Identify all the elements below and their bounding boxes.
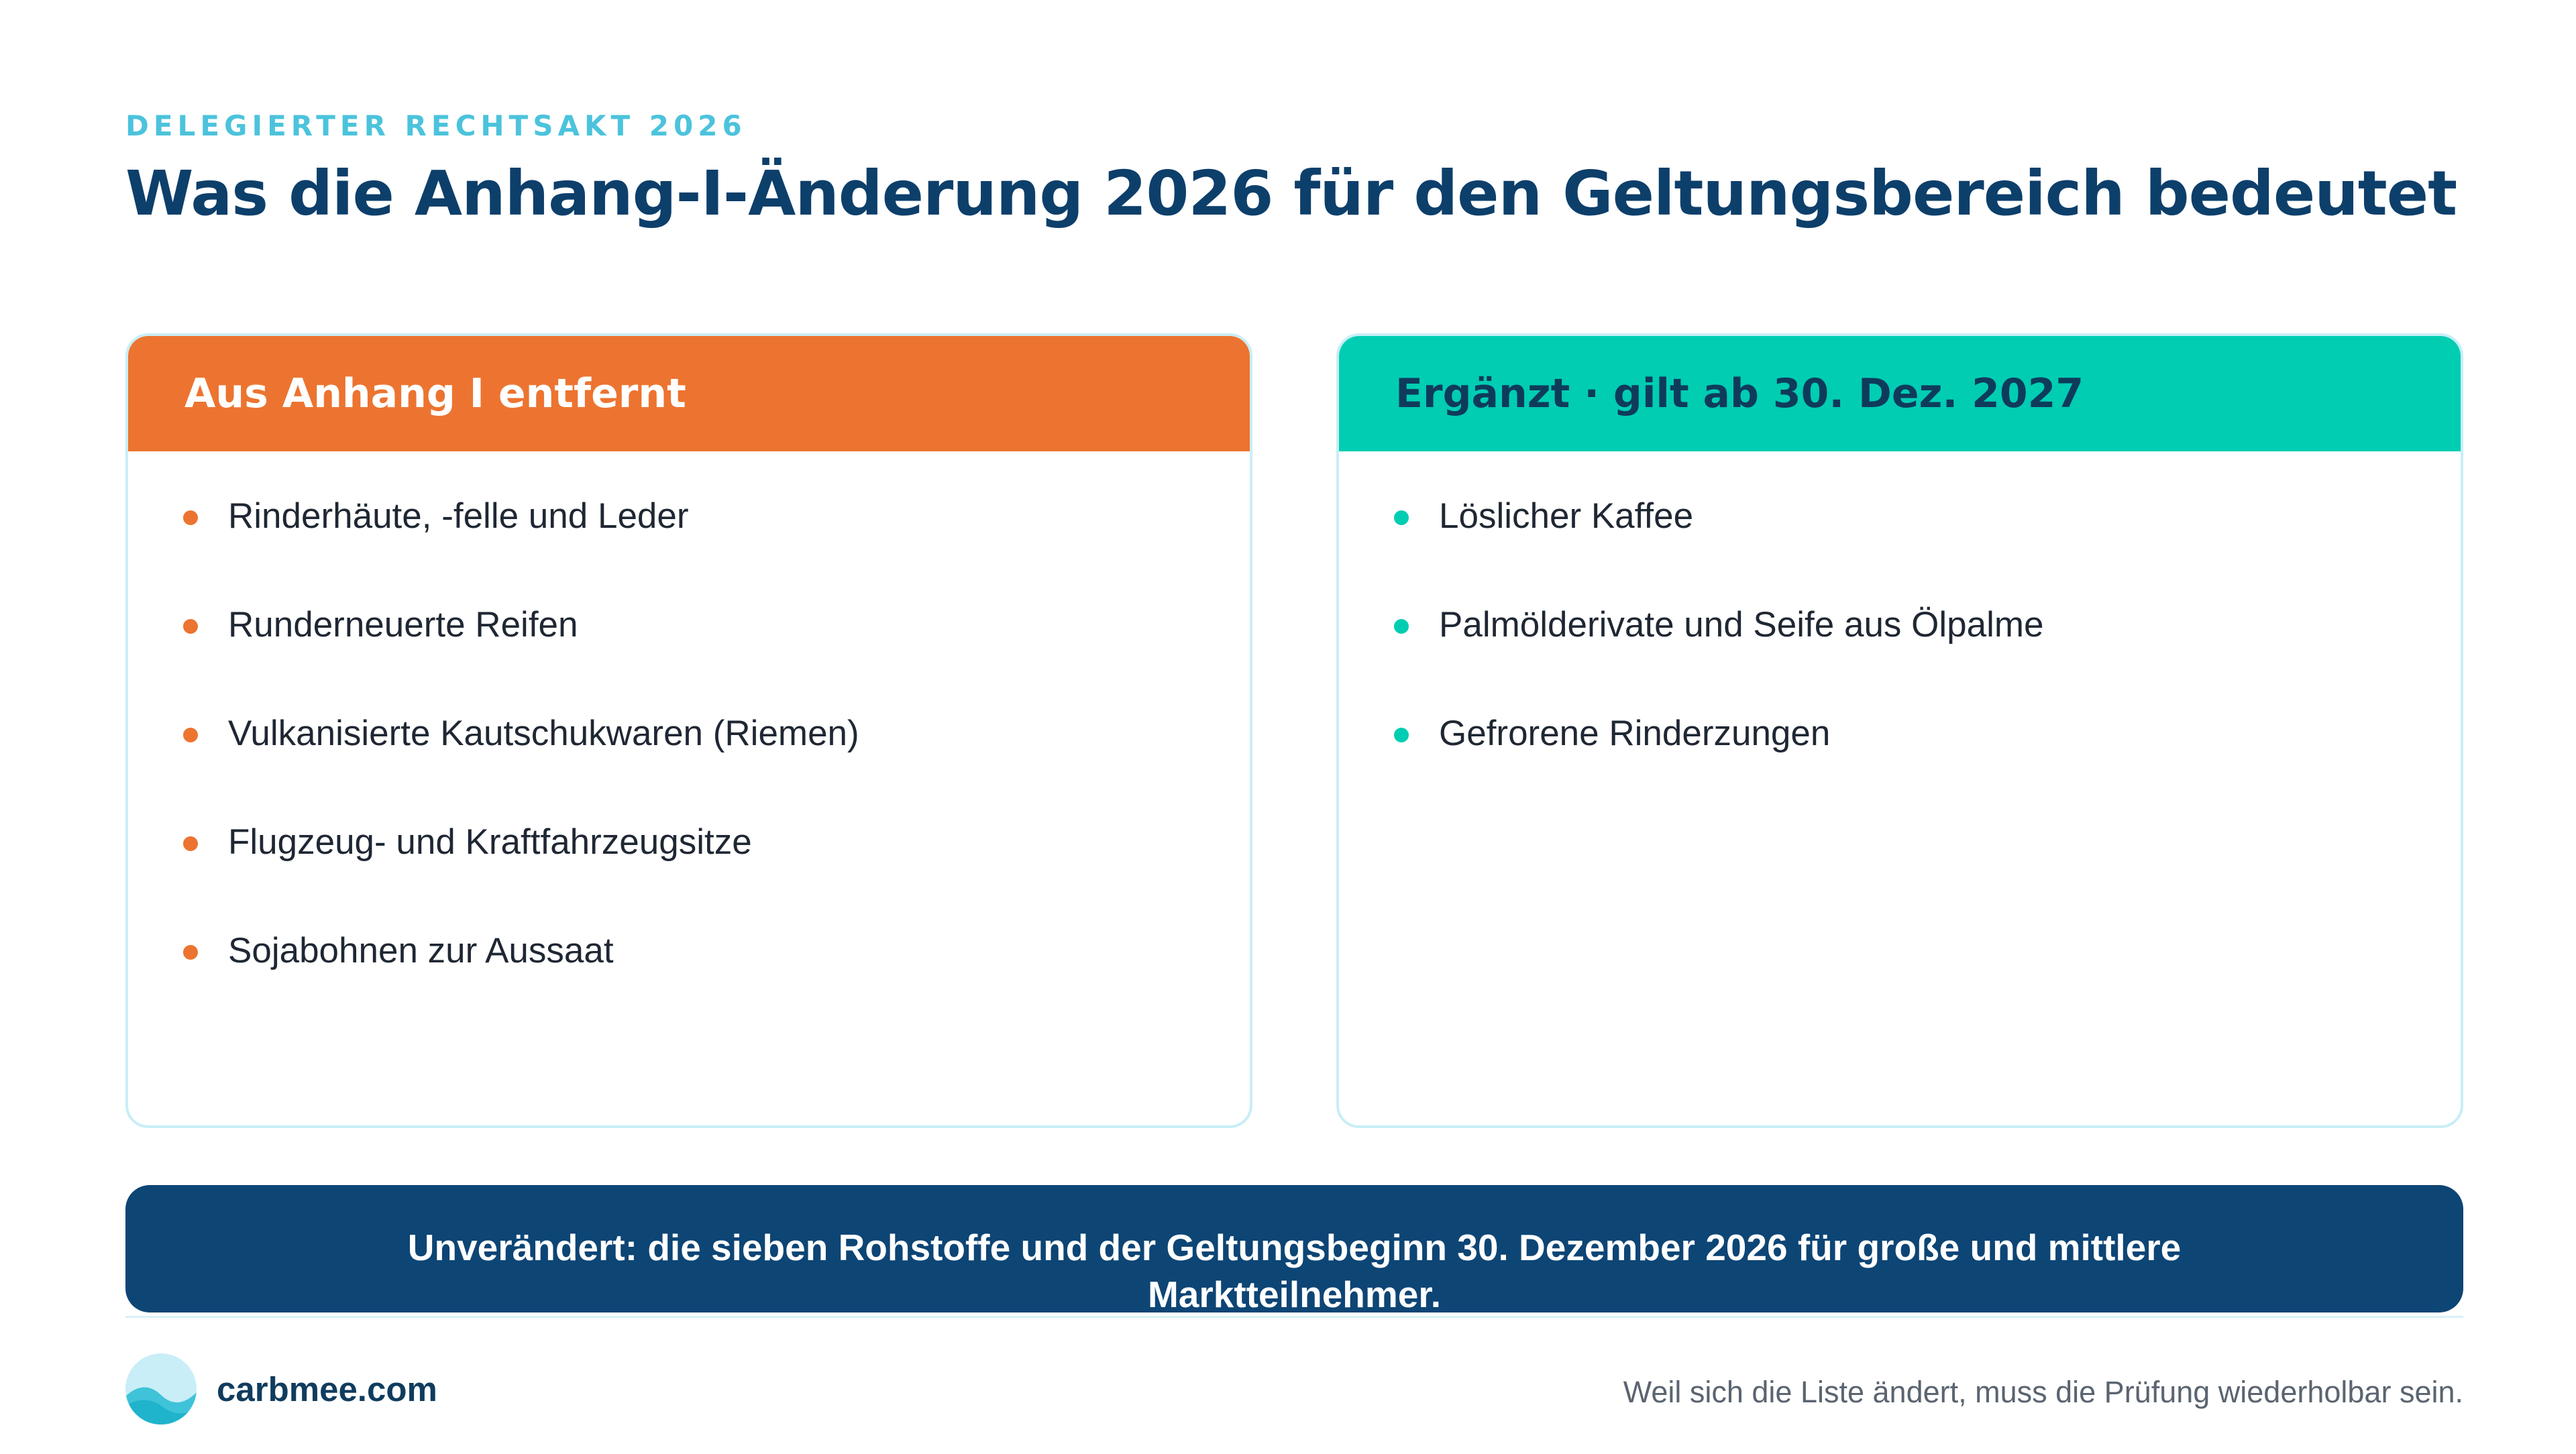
bullet-dot-icon: [183, 836, 198, 851]
bullet-dot-icon: [183, 619, 198, 634]
bullet-dot-icon: [1394, 728, 1409, 742]
divider: [125, 1316, 2463, 1318]
unchanged-banner-text: Unverändert: die sieben Rohstoffe und de…: [407, 1227, 2182, 1312]
list-item-label: Runderneuerte Reifen: [228, 605, 578, 645]
brand-name[interactable]: carbmee.com: [217, 1370, 437, 1408]
list-item-label: Flugzeug- und Kraftfahrzeugsitze: [228, 822, 752, 862]
bullet-dot-icon: [183, 510, 198, 525]
list-item: Rinderhäute, -felle und Leder: [128, 493, 1250, 602]
wave-circle-logo-icon: [125, 1353, 197, 1424]
list-item: Palmölderivate und Seife aus Ölpalme: [1339, 602, 2461, 710]
list-item: Löslicher Kaffee: [1339, 493, 2461, 602]
list-item-label: Palmölderivate und Seife aus Ölpalme: [1439, 605, 2044, 645]
list-item: Flugzeug- und Kraftfahrzeugsitze: [128, 819, 1250, 928]
eyebrow-label: DELEGIERTER RECHTSAKT 2026: [125, 109, 747, 142]
removed-list: Rinderhäute, -felle und Leder Runderneue…: [128, 451, 1250, 1036]
list-item-label: Sojabohnen zur Aussaat: [228, 931, 614, 970]
list-item: Gefrorene Rinderzungen: [1339, 710, 2461, 819]
added-list: Löslicher Kaffee Palmölderivate und Seif…: [1339, 451, 2461, 819]
bullet-dot-icon: [183, 945, 198, 960]
list-item: Sojabohnen zur Aussaat: [128, 928, 1250, 1036]
list-item: Vulkanisierte Kautschukwaren (Riemen): [128, 710, 1250, 819]
page-title: Was die Anhang-I-Änderung 2026 für den G…: [125, 158, 2457, 229]
bullet-dot-icon: [1394, 619, 1409, 634]
list-item-label: Gefrorene Rinderzungen: [1439, 714, 1831, 753]
list-item: Runderneuerte Reifen: [128, 602, 1250, 710]
unchanged-banner: Unverändert: die sieben Rohstoffe und de…: [125, 1185, 2463, 1312]
list-item-label: Rinderhäute, -felle und Leder: [228, 496, 689, 536]
list-item-label: Vulkanisierte Kautschukwaren (Riemen): [228, 714, 859, 753]
list-item-label: Löslicher Kaffee: [1439, 496, 1694, 536]
removed-card-heading: Aus Anhang I entfernt: [128, 336, 1250, 451]
added-card-heading: Ergänzt · gilt ab 30. Dez. 2027: [1339, 336, 2461, 451]
bullet-dot-icon: [183, 728, 198, 742]
bullet-dot-icon: [1394, 510, 1409, 525]
removed-card: Aus Anhang I entfernt Rinderhäute, -fell…: [125, 333, 1252, 1128]
footer-tagline: Weil sich die Liste ändert, muss die Prü…: [1623, 1375, 2463, 1409]
added-card: Ergänzt · gilt ab 30. Dez. 2027 Lösliche…: [1336, 333, 2463, 1128]
